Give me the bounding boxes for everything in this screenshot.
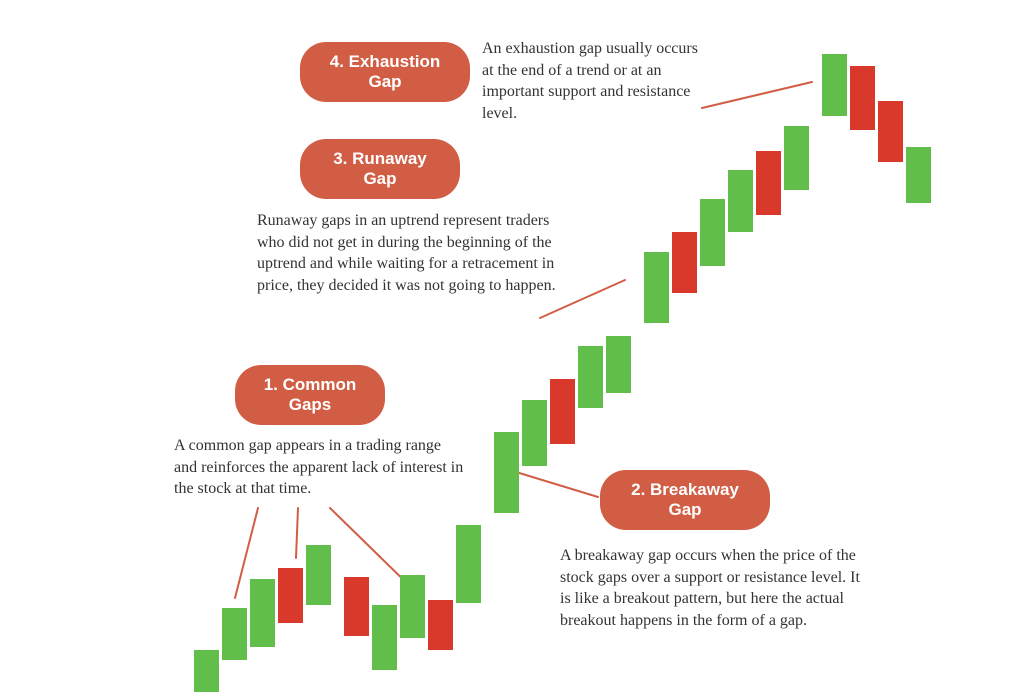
candle-6 xyxy=(372,605,397,670)
connector-5 xyxy=(702,82,812,108)
candle-21 xyxy=(822,54,847,116)
pill-exhaustion: 4. ExhaustionGap xyxy=(300,42,470,102)
candle-24 xyxy=(906,147,931,203)
desc-exhaustion: An exhaustion gap usually occurs at the … xyxy=(482,38,702,124)
candle-13 xyxy=(578,346,603,408)
candle-12 xyxy=(550,379,575,444)
candle-1 xyxy=(222,608,247,660)
pill-runaway: 3. RunawayGap xyxy=(300,139,460,199)
candle-4 xyxy=(306,545,331,605)
infographic-stage: 1. CommonGaps 2. BreakawayGap 3. RunawayGa… xyxy=(0,0,1024,696)
candle-7 xyxy=(400,575,425,638)
pill-breakaway-label: 2. BreakawayGap xyxy=(631,480,739,519)
candle-3 xyxy=(278,568,303,623)
pill-exhaustion-label: 4. ExhaustionGap xyxy=(330,52,441,91)
candle-10 xyxy=(494,432,519,513)
candle-11 xyxy=(522,400,547,466)
pill-runaway-label: 3. RunawayGap xyxy=(333,149,427,188)
candle-17 xyxy=(700,199,725,266)
pill-common-label: 1. CommonGaps xyxy=(264,375,357,414)
candle-15 xyxy=(644,252,669,323)
candle-20 xyxy=(784,126,809,190)
desc-common: A common gap appears in a trading range … xyxy=(174,435,464,500)
candle-0 xyxy=(194,650,219,692)
candle-22 xyxy=(850,66,875,130)
candle-23 xyxy=(878,101,903,162)
candle-2 xyxy=(250,579,275,647)
desc-runaway: Runaway gaps in an uptrend represent tra… xyxy=(257,210,567,296)
pill-common: 1. CommonGaps xyxy=(235,365,385,425)
candle-14 xyxy=(606,336,631,393)
candle-16 xyxy=(672,232,697,293)
candle-18 xyxy=(728,170,753,232)
pill-breakaway: 2. BreakawayGap xyxy=(600,470,770,530)
candle-5 xyxy=(344,577,369,636)
desc-breakaway: A breakaway gap occurs when the price of… xyxy=(560,545,870,631)
candle-19 xyxy=(756,151,781,215)
connector-1 xyxy=(296,508,298,558)
candle-8 xyxy=(428,600,453,650)
candle-9 xyxy=(456,525,481,603)
